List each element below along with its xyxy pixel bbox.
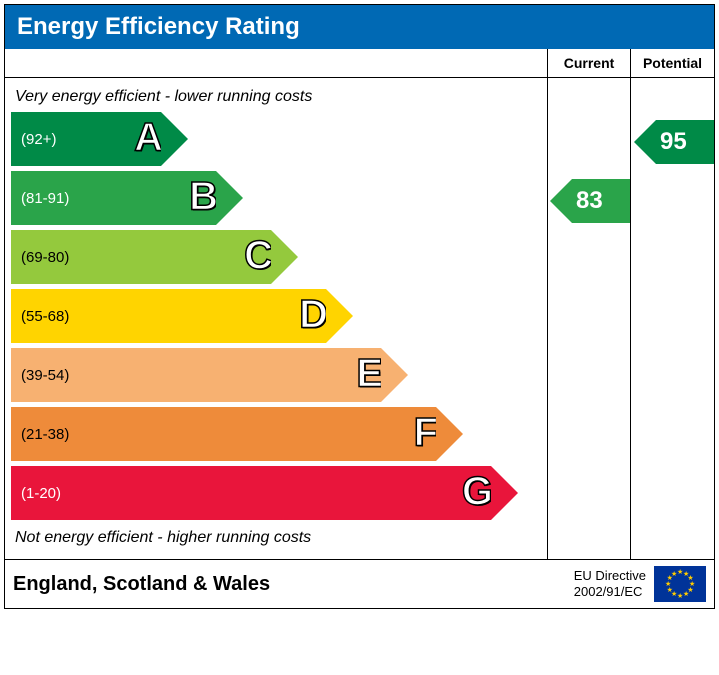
current-pointer: 83: [572, 179, 630, 223]
band-range: (1-20): [21, 485, 61, 502]
epc-chart: Energy Efficiency Rating Current Potenti…: [4, 4, 715, 609]
band-a: (92+) A: [11, 112, 547, 166]
subtitle-bottom: Not energy efficient - higher running co…: [11, 525, 547, 553]
potential-pointer: 95: [656, 120, 714, 164]
chart-body: Very energy efficient - lower running co…: [5, 78, 714, 560]
band-range: (39-54): [21, 367, 69, 384]
directive-label: EU Directive 2002/91/EC: [574, 568, 646, 599]
potential-column: 95: [631, 78, 714, 559]
region-label: England, Scotland & Wales: [13, 573, 574, 596]
band-g: (1-20) G: [11, 466, 547, 520]
column-header-row: Current Potential: [5, 49, 714, 78]
subtitle-top: Very energy efficient - lower running co…: [11, 84, 547, 112]
band-bar: (92+) A: [11, 112, 161, 166]
band-f: (21-38) F: [11, 407, 547, 461]
band-letter: D: [299, 293, 328, 338]
band-range: (21-38): [21, 426, 69, 443]
band-letter: E: [356, 352, 383, 397]
band-d: (55-68) D: [11, 289, 547, 343]
band-bar: (39-54) E: [11, 348, 381, 402]
band-bar: (21-38) F: [11, 407, 436, 461]
band-b: (81-91) B: [11, 171, 547, 225]
band-letter: F: [414, 411, 438, 456]
band-bar: (69-80) C: [11, 230, 271, 284]
band-letter: B: [189, 175, 218, 220]
band-range: (81-91): [21, 190, 69, 207]
band-c: (69-80) C: [11, 230, 547, 284]
band-range: (69-80): [21, 249, 69, 266]
eu-flag-icon: ★★★★★★★★★★★★: [654, 566, 706, 602]
band-bar: (81-91) B: [11, 171, 216, 225]
chart-title: Energy Efficiency Rating: [5, 5, 714, 49]
band-letter: G: [462, 470, 493, 515]
band-bar: (1-20) G: [11, 466, 491, 520]
header-spacer: [5, 49, 548, 77]
column-header-current: Current: [548, 49, 631, 77]
band-e: (39-54) E: [11, 348, 547, 402]
current-column: 83: [548, 78, 631, 559]
footer-row: England, Scotland & Wales EU Directive 2…: [5, 560, 714, 608]
band-range: (55-68): [21, 308, 69, 325]
band-bar: (55-68) D: [11, 289, 326, 343]
band-letter: C: [244, 234, 273, 279]
band-range: (92+): [21, 131, 56, 148]
bands-area: Very energy efficient - lower running co…: [5, 78, 548, 559]
column-header-potential: Potential: [631, 49, 714, 77]
band-letter: A: [134, 116, 163, 161]
